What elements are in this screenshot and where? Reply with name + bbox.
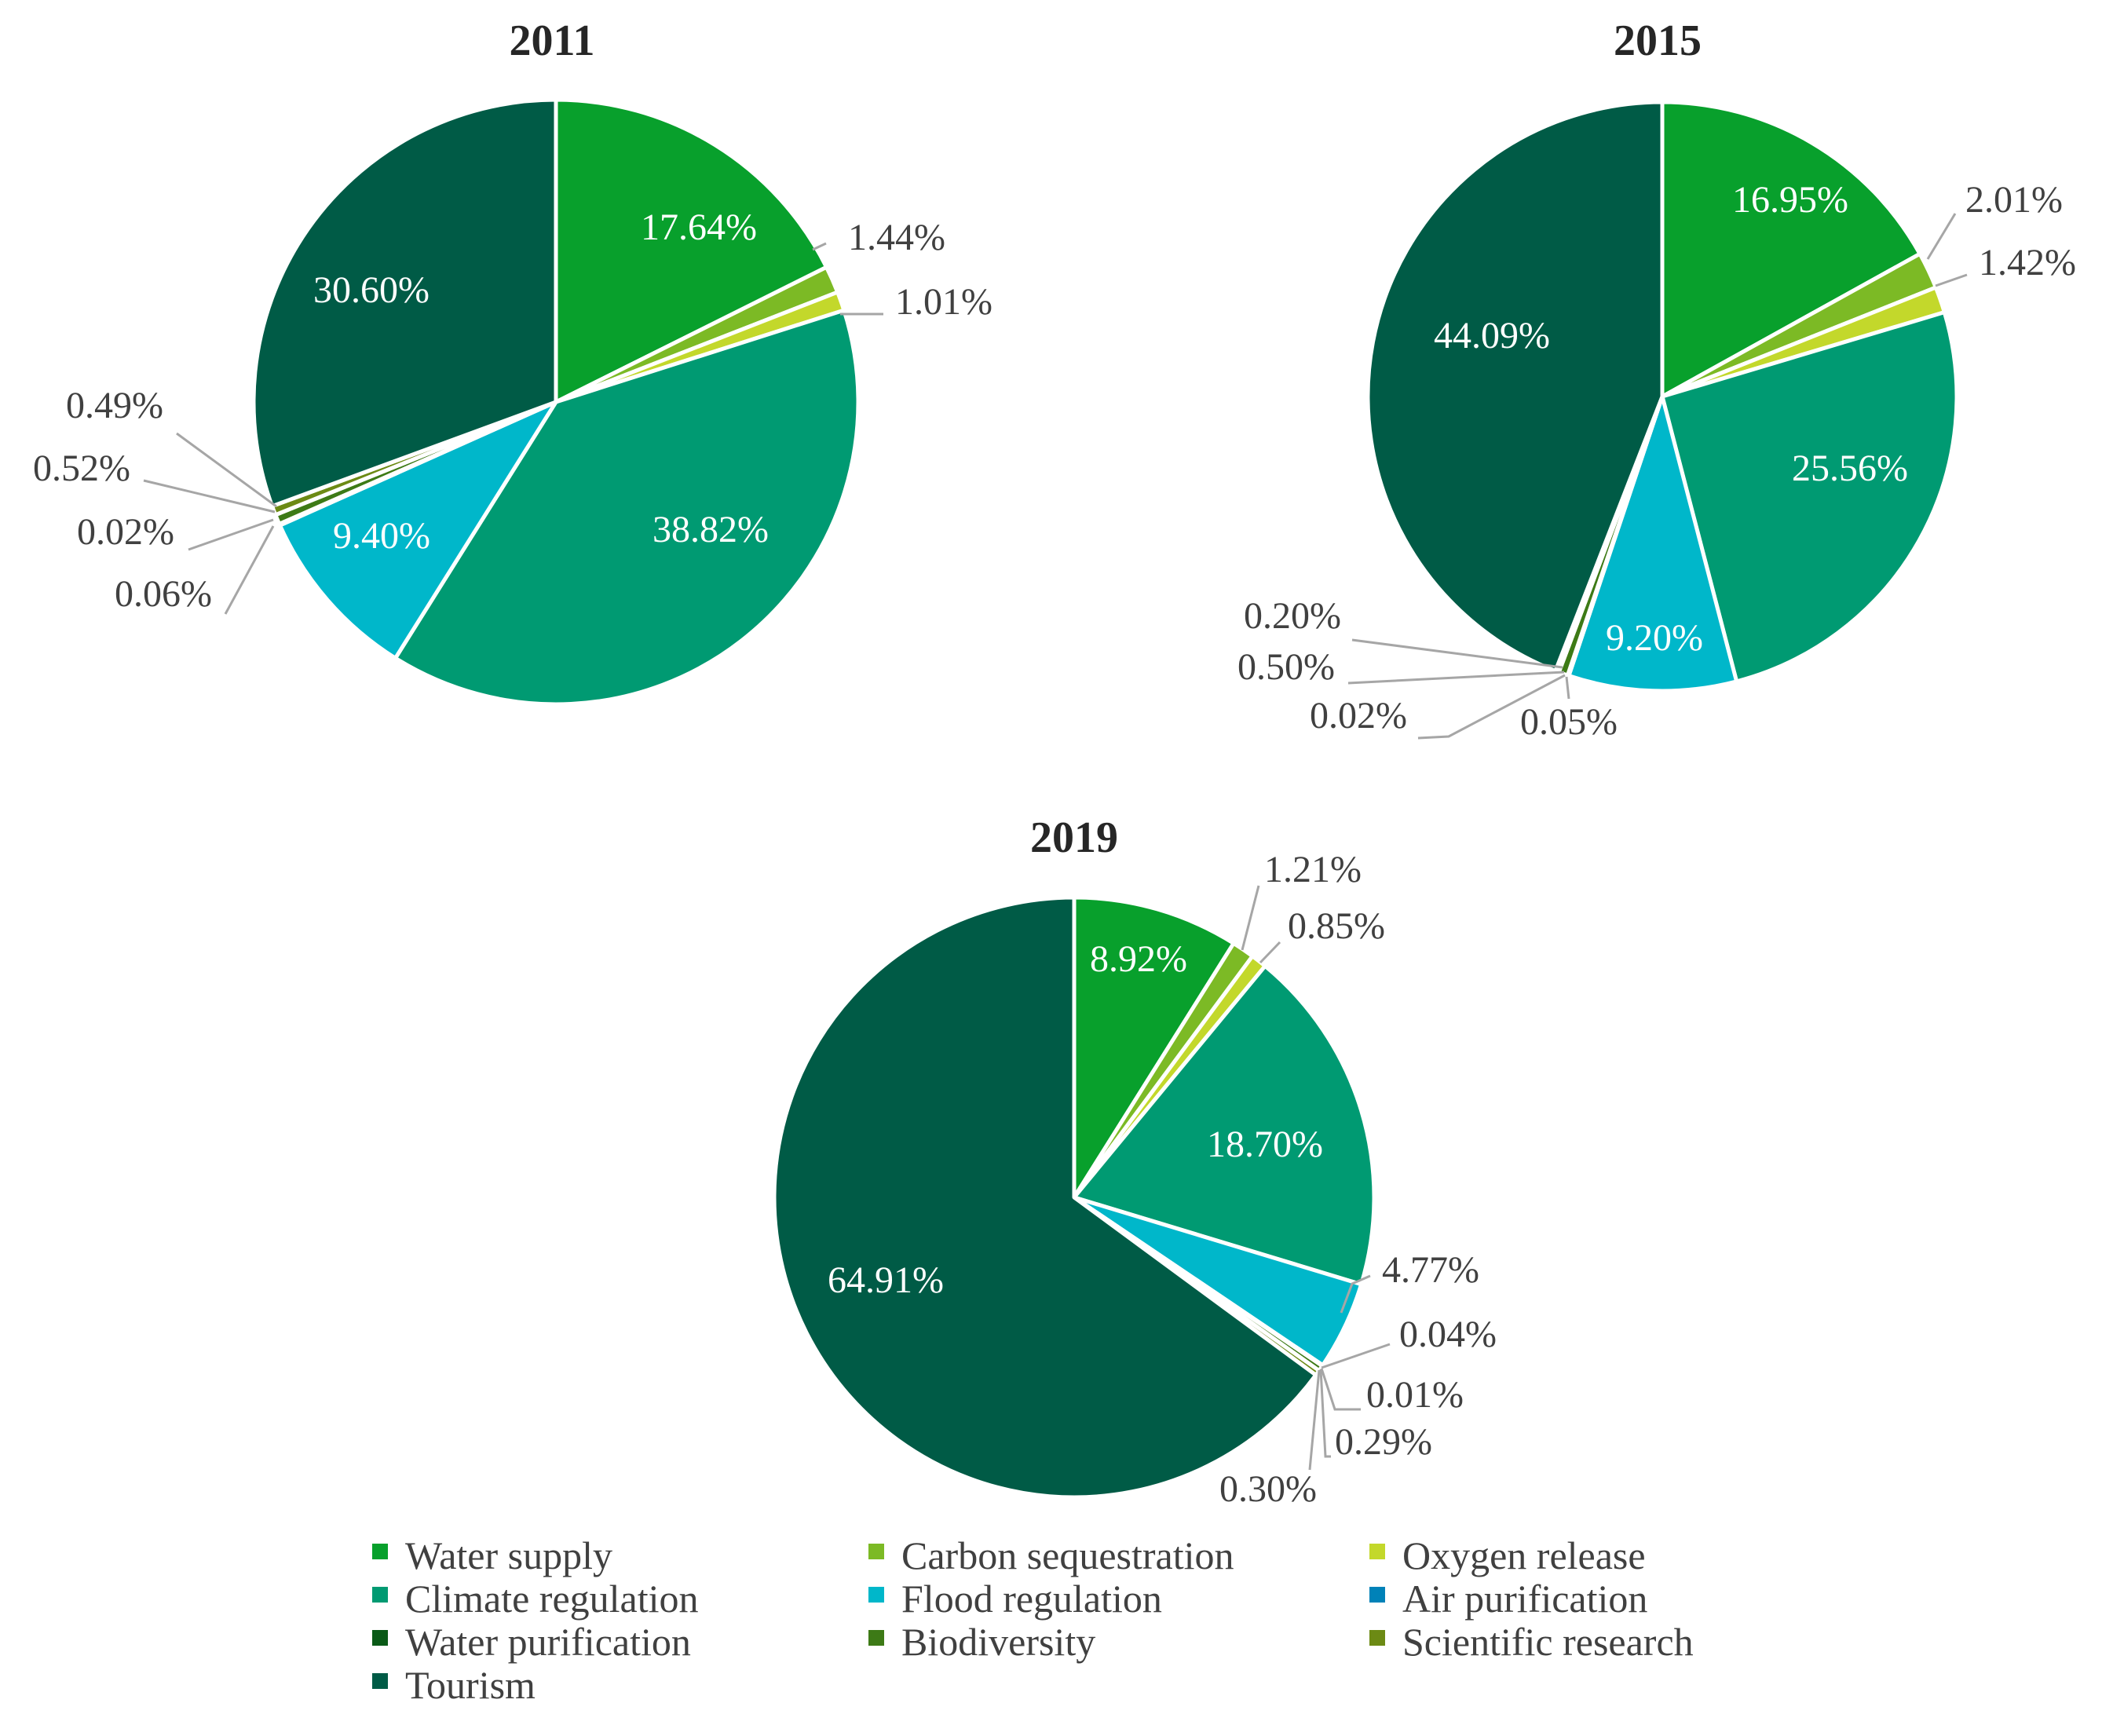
leader-line-2015-oxygen-release [1936,275,1967,286]
legend-label-biodiversity: Biodiversity [901,1620,1095,1664]
leader-line-2019-carbon-sequestration [1242,886,1259,950]
legend-swatch-biodiversity [868,1630,884,1646]
data-label-2019-biodiversity: 0.30% [1219,1468,1317,1510]
data-label-2011-carbon-sequestration: 1.44% [848,217,945,258]
data-label-2015-biodiversity: 0.50% [1237,646,1335,688]
leader-line-2011-air-purification [225,526,273,614]
data-label-2011-climate-regulation: 38.82% [653,509,769,550]
leader-line-2019-biodiversity [1310,1370,1319,1470]
legend-item-carbon-sequestration: Carbon sequestration [868,1533,1234,1577]
legend-swatch-climate-regulation [372,1587,388,1603]
legend-swatch-carbon-sequestration [868,1544,884,1559]
legend-label-air-purification: Air purification [1402,1577,1647,1621]
data-label-2015-climate-regulation: 25.56% [1792,448,1908,489]
data-label-2015-tourism: 44.09% [1434,315,1550,356]
data-label-2011-water-purification: 0.02% [77,511,174,553]
leader-line-2015-air-purification [1566,677,1569,699]
legend: Water supply Carbon sequestration Oxygen r… [372,1533,1694,1707]
chart-title-2011: 2011 [510,16,595,65]
data-label-2019-climate-regulation: 18.70% [1207,1124,1323,1165]
data-label-2015-air-purification: 0.05% [1520,701,1618,743]
pie-charts-figure: 2011 2015 2019 17.64% 1.44% 1.01% 38.82% 9.4… [0,0,2102,1736]
data-label-2019-water-supply: 8.92% [1090,938,1187,980]
data-label-2011-air-purification: 0.06% [115,573,212,615]
legend-label-climate-regulation: Climate regulation [405,1577,699,1621]
data-label-2019-scientific-research: 0.29% [1335,1421,1432,1463]
legend-swatch-water-purification [372,1630,388,1646]
legend-item-biodiversity: Biodiversity [868,1620,1095,1664]
data-label-2015-water-purification: 0.02% [1310,695,1407,736]
data-label-2015-flood-regulation: 9.20% [1606,617,1703,659]
legend-item-water-purification: Water purification [372,1620,691,1664]
legend-label-oxygen-release: Oxygen release [1402,1533,1646,1577]
legend-swatch-oxygen-release [1369,1544,1385,1559]
legend-swatch-air-purification [1369,1587,1385,1603]
data-label-2011-scientific-research: 0.49% [66,385,163,426]
leader-line-2015-carbon-sequestration [1928,214,1955,259]
pie-2019: 8.92% 1.21% 0.85% 18.70% 4.77% 0.04% 0.01% 0.30… [774,849,1497,1510]
legend-item-scientific-research: Scientific research [1369,1620,1694,1664]
legend-swatch-tourism [372,1673,388,1689]
data-label-2019-air-purification: 0.04% [1399,1314,1497,1355]
legend-item-air-purification: Air purification [1369,1577,1647,1621]
data-label-2011-tourism: 30.60% [313,269,430,311]
leader-line-2019-water-purification [1322,1369,1361,1409]
legend-label-water-purification: Water purification [405,1620,691,1664]
data-label-2011-oxygen-release: 1.01% [895,281,993,323]
legend-swatch-water-supply [372,1544,388,1559]
data-label-2011-flood-regulation: 9.40% [333,515,430,557]
leader-line-2011-biodiversity [144,481,275,512]
pie-2015: 16.95% 2.01% 1.42% 25.56% 9.20% 0.05% 0.02% 0.5… [1237,102,2076,743]
legend-item-tourism: Tourism [372,1663,536,1707]
leader-line-2019-oxygen-release [1260,942,1280,963]
leader-line-2011-water-purification [188,520,273,550]
chart-title-2015: 2015 [1614,16,1702,65]
legend-label-tourism: Tourism [405,1663,536,1707]
legend-label-flood-regulation: Flood regulation [901,1577,1162,1621]
data-label-2015-scientific-research: 0.20% [1244,595,1341,637]
legend-item-climate-regulation: Climate regulation [372,1577,699,1621]
data-label-2019-tourism: 64.91% [828,1259,944,1301]
legend-label-water-supply: Water supply [405,1533,612,1577]
legend-swatch-flood-regulation [868,1587,884,1603]
data-label-2011-water-supply: 17.64% [641,206,757,248]
data-label-2019-oxygen-release: 0.85% [1288,905,1385,947]
legend-swatch-scientific-research [1369,1630,1385,1646]
data-label-2019-carbon-sequestration: 1.21% [1264,849,1362,890]
legend-item-water-supply: Water supply [372,1533,612,1577]
data-label-2015-water-supply: 16.95% [1732,179,1848,221]
data-label-2015-oxygen-release: 1.42% [1979,242,2076,283]
legend-item-oxygen-release: Oxygen release [1369,1533,1646,1577]
data-label-2015-carbon-sequestration: 2.01% [1965,179,2063,221]
pies-layer: 17.64% 1.44% 1.01% 38.82% 9.40% 0.06% 0.02% 0.5… [33,100,2076,1510]
legend-item-flood-regulation: Flood regulation [868,1577,1162,1621]
pie-2011: 17.64% 1.44% 1.01% 38.82% 9.40% 0.06% 0.02% 0.5… [33,100,993,704]
chart-title-2019: 2019 [1030,813,1118,862]
leader-line-2015-biodiversity [1348,672,1564,683]
data-label-2011-biodiversity: 0.52% [33,448,130,489]
legend-label-scientific-research: Scientific research [1402,1620,1694,1664]
data-label-2019-flood-regulation: 4.77% [1382,1249,1479,1291]
legend-label-carbon-sequestration: Carbon sequestration [901,1533,1234,1577]
data-label-2019-water-purification: 0.01% [1366,1374,1464,1416]
